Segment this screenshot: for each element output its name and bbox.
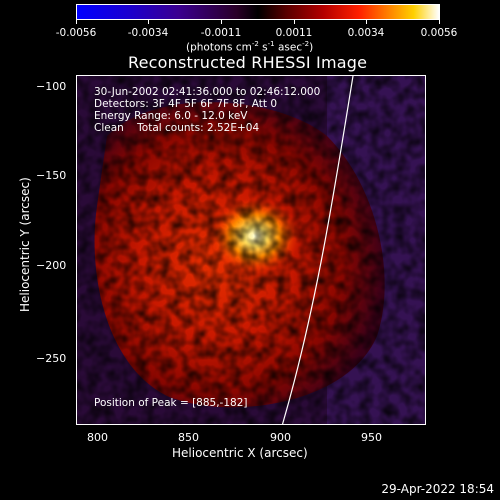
x-tick-label: 850: [178, 431, 199, 444]
units-mid: asec: [274, 41, 303, 54]
detectors-text: Detectors: 3F 4F 5F 6F 7F 8F, Att 0: [94, 98, 278, 110]
colorbar-tick: [148, 20, 149, 24]
colorbar-tick-label: -0.0034: [127, 27, 169, 39]
solar-limb-line: [281, 76, 354, 424]
image-plot: [76, 75, 426, 425]
x-tick-label: 950: [361, 431, 382, 444]
energy-range-text: Energy Range: 6.0 - 12.0 keV: [94, 110, 248, 122]
y-tick-label: −150: [36, 169, 67, 182]
units-exp: -1: [267, 40, 275, 48]
units-suffix: ): [309, 41, 314, 54]
peak-position-text: Position of Peak = [885,-182]: [94, 397, 248, 409]
colorbar-tick-label: -0.0056: [55, 27, 97, 39]
units-prefix: (photons cm: [186, 41, 252, 54]
time-range-text: 30-Jun-2002 02:41:36.000 to 02:46:12.000: [94, 86, 321, 98]
units-exp: -2: [302, 40, 310, 48]
colorbar-tick-label: 0.0011: [275, 27, 313, 39]
colorbar-tick: [294, 20, 295, 24]
colorbar-tick: [366, 20, 367, 24]
x-axis-label: Heliocentric X (arcsec): [172, 446, 308, 460]
units-mid: s: [258, 41, 268, 54]
generated-timestamp: 29-Apr-2022 18:54: [381, 482, 494, 496]
y-tick-label: −200: [36, 259, 67, 272]
colorbar-tick-label: 0.0056: [420, 27, 458, 39]
plot-title: Reconstructed RHESSI Image: [128, 53, 368, 72]
colorbar-units: (photons cm-2 s-1 asec-2): [186, 40, 313, 54]
x-tick-label: 800: [87, 431, 108, 444]
x-tick-label: 900: [270, 431, 291, 444]
noise-texture: [77, 76, 425, 424]
colorbar: [76, 4, 440, 20]
colorbar-tick: [221, 20, 222, 24]
colorbar-tick-label: 0.0034: [347, 27, 385, 39]
y-tick-label: −100: [36, 80, 67, 93]
heatmap-svg: [77, 76, 425, 424]
clean-counts-text: Clean Total counts: 2.52E+04: [94, 122, 260, 134]
colorbar-tick: [76, 20, 77, 24]
y-tick-label: −250: [36, 352, 67, 365]
colorbar-tick: [439, 20, 440, 24]
units-exp: -2: [251, 40, 259, 48]
colorbar-tick-label: -0.0011: [200, 27, 242, 39]
y-axis-label: Heliocentric Y (arcsec): [18, 177, 32, 312]
